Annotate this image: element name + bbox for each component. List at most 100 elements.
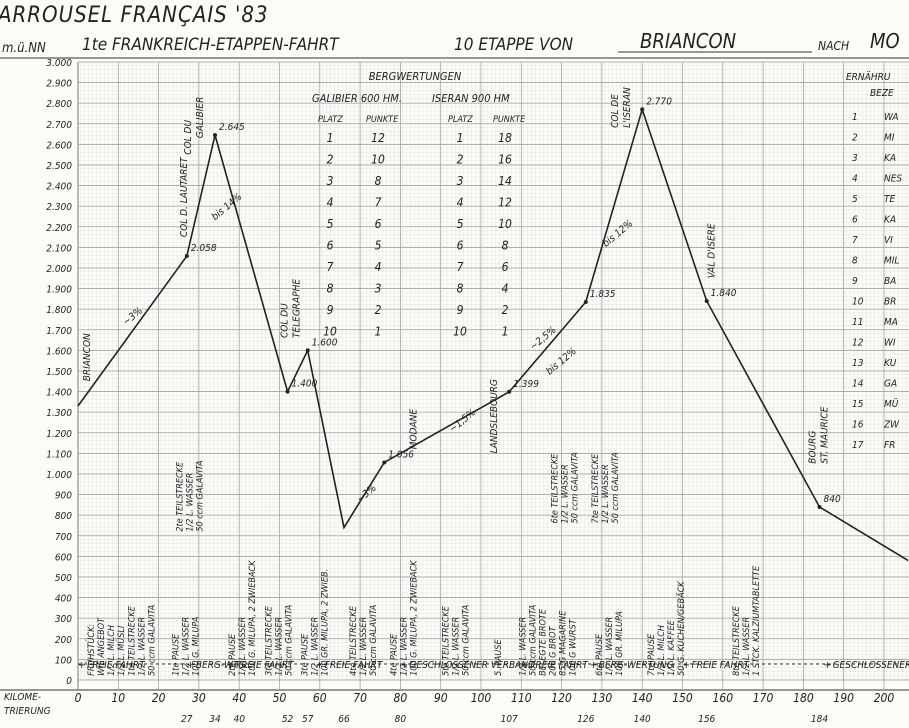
nutrition-number: 10 (852, 297, 864, 308)
stage: 10 ETAPPE VON (454, 35, 574, 55)
station: 7te PAUSE 1/2 L. MILCH 1/2 L. KAFFEE 50 G. … (647, 581, 687, 676)
section-label: BERG-WTG. (196, 660, 248, 671)
station: 2te PAUSE 1/2 L. WASSER 100 G. MILUPA, 2 Z… (228, 560, 258, 676)
table-cell: 5 (375, 239, 382, 253)
table-cell: 8 (457, 282, 464, 296)
place-text: ST. MAURICE (820, 406, 831, 463)
station-line: 1 STCK. KALZIUMTABLETTE (752, 565, 762, 676)
station-line: 3te PAUSE (301, 633, 311, 676)
place: COL DU (183, 120, 194, 155)
station-line: 50 ccm GALAVITA (147, 605, 157, 676)
station-line: 1/2 L. WASSER (742, 617, 752, 676)
y-tick-label: 1.400 (46, 388, 72, 399)
y-tick-label: 1.500 (46, 367, 72, 378)
x-tick-label: 0 (75, 691, 82, 705)
station-line: 1/2 L. WASSER (359, 617, 369, 676)
table-header: PLATZ (318, 115, 343, 125)
table-header: PUNKTE (366, 115, 399, 125)
y-tick-label: 2.300 (46, 202, 72, 213)
x-tick-label: 60 (313, 691, 327, 705)
station-line: 85 G MAGARINE (558, 610, 568, 676)
table-cell: 1 (327, 131, 334, 145)
place: MODANE (409, 409, 420, 450)
station-line: 8te TEILSTRECKE (732, 605, 742, 676)
x-tick-label: 180 (793, 691, 814, 705)
station-line: 100 G WURST (568, 618, 578, 676)
elevation-point (640, 107, 645, 112)
nutrition-number: 14 (852, 379, 864, 390)
elevation-point (285, 389, 290, 394)
subtitle: 1te FRANKREICH-ETAPPEN-FAHRT (82, 35, 340, 55)
x-mark-label: 80 (395, 714, 407, 725)
station-line: 7te TEILSTRECKE (591, 453, 601, 524)
place-text: COL DU (183, 120, 194, 155)
station-line: 6te PAUSE (595, 633, 605, 676)
nutrition-number: 4 (852, 174, 858, 185)
station-line: BELEGTE BROTE (538, 608, 548, 676)
station: 3te TEILSTRECKE 1/2 L. WASSER 50 ccm GALAV… (264, 605, 294, 676)
table-cell: 4 (375, 260, 382, 274)
section-label: GESCHLOSSENER VERBAND (833, 660, 909, 671)
x-axis-label: KILOME- (4, 692, 41, 703)
station-line: 50 ccm GALAVITA (369, 605, 379, 676)
elevation-point (704, 298, 709, 303)
place-text: GALIBIER (195, 97, 206, 139)
station-line: 100 G. MILUPA, 2 ZWIEBACK (248, 560, 258, 676)
table-cell: 5 (327, 217, 334, 231)
nutrition-item: ZW (883, 420, 900, 431)
elevation-point (507, 389, 512, 394)
nutrition-item: FR (884, 440, 895, 451)
place: ST. MAURICE (820, 406, 831, 463)
to-label: NACH (818, 39, 849, 53)
y-tick-label: 2.900 (46, 79, 72, 90)
elevation-point (382, 460, 387, 465)
table-cell: 10 (323, 325, 337, 339)
section-label: FREIE FAHRT (692, 660, 751, 671)
y-tick-label: 2.700 (46, 120, 72, 131)
section-marker: + (187, 660, 195, 671)
climb: ISERAN 900 HM (432, 92, 510, 105)
station-line: FRÜHSTÜCK: (86, 624, 97, 676)
x-mark-label: 52 (282, 714, 294, 725)
elevation-point (583, 299, 588, 304)
elevation-label: 1.400 (292, 379, 318, 390)
nutrition-number: 6 (852, 215, 858, 226)
y-tick-label: 100 (55, 655, 72, 666)
y-tick-label: 1.000 (46, 470, 72, 481)
station: FRÜHSTÜCK: WIE ANGEBOT 1/2 L. MILCH 1/2 L. … (86, 617, 127, 676)
station: 6te PAUSE 1/2 L. WASSER 100 GR. MILUPA (595, 611, 625, 676)
nutrition-item: WI (884, 338, 896, 349)
x-tick-label: 150 (672, 691, 693, 705)
table-cell: 12 (498, 196, 512, 210)
section-label: FREIE FAHRT (236, 660, 295, 671)
table-cell: 2 (502, 303, 509, 317)
station: 7te TEILSTRECKE 1/2 L. WASSER 50 ccm GALAV… (591, 452, 621, 523)
station-line: 1te TEILSTRECKE (127, 605, 137, 676)
x-mark-label: 184 (811, 714, 828, 725)
place-text: MODANE (409, 409, 420, 450)
section-marker: + (521, 660, 529, 671)
table-cell: 12 (371, 131, 385, 145)
table-cell: 16 (498, 153, 512, 167)
station-line: 1/2 L. WASSER (452, 617, 462, 676)
station-line: 3te TEILSTRECKE (264, 605, 274, 676)
table-cell: 1 (502, 325, 509, 339)
x-tick-label: 10 (111, 691, 125, 705)
station-line: 50 ccm GALAVITA (528, 605, 538, 676)
table-cell: 4 (457, 196, 464, 210)
nutrition-item: WA (884, 112, 899, 123)
nutrition-title: ERNÄHRU (846, 70, 891, 83)
station: 1/2 L. WASSER 50 ccm GALAVITA BELEGTE BROT… (518, 605, 578, 676)
x-tick-label: 90 (434, 691, 448, 705)
place: L'ISERAN (622, 87, 633, 128)
nutrition-item: MÜ (884, 397, 899, 410)
table-cell: 9 (327, 303, 334, 317)
place: COL DE (610, 94, 621, 128)
y-tick-label: 2.600 (46, 140, 72, 151)
station-line: 50 ccm GALAVITA (611, 452, 621, 523)
y-tick-label: 3.000 (46, 58, 72, 69)
place-text: TELEGRAPHE (292, 279, 303, 338)
y-axis-label: m.ü.NN (2, 41, 46, 56)
section-label: FREIE FAHRT (530, 660, 589, 671)
table-cell: 10 (498, 217, 512, 231)
